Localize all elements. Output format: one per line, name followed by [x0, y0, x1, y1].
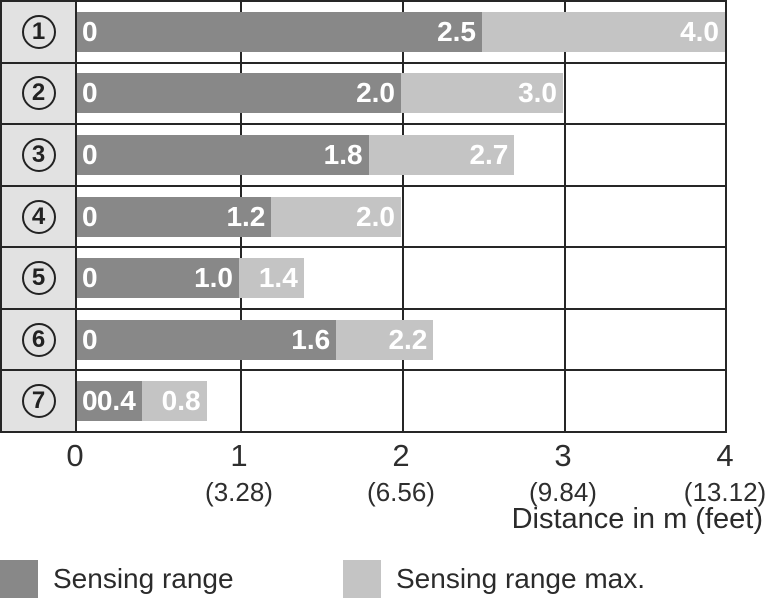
- bar-zero-label: 0: [82, 77, 98, 109]
- row-plot: 0 1.2 2.0: [77, 187, 725, 247]
- sensing-range-bar: 0 1.0: [77, 258, 239, 299]
- sensing-value-label: 2.5: [437, 15, 476, 47]
- row-label: 4: [2, 186, 77, 247]
- sensing-range-max-bar: 2.7: [368, 134, 515, 175]
- circled-number: 4: [21, 199, 56, 234]
- max-value-label: 2.0: [356, 200, 395, 232]
- legend-item-sensing-range: Sensing range: [0, 560, 234, 598]
- tick-feet: (3.28): [205, 476, 273, 507]
- circled-number: 2: [21, 76, 56, 111]
- bar: 0 1.8 2.7: [77, 134, 725, 175]
- sensing-value-label: 1.8: [323, 138, 363, 170]
- bar: 0 2.0 3.0: [77, 73, 725, 114]
- bar: 0 1.2 2.0: [77, 196, 725, 237]
- max-value-label: 2.7: [469, 138, 509, 170]
- row-plot: 0 2.5 4.0: [77, 2, 725, 62]
- sensing-range-bar: 0 2.5: [77, 11, 482, 52]
- circled-number: 3: [21, 137, 56, 172]
- circled-number: 6: [21, 322, 56, 357]
- chart-row: 1 0 2.5 4.0: [2, 2, 725, 64]
- sensing-range-max-bar: 3.0: [401, 73, 563, 114]
- max-value-label: 1.4: [258, 262, 298, 294]
- row-plot: 0 1.0 1.4: [77, 248, 725, 308]
- chart-row: 5 0 1.0 1.4: [2, 248, 725, 310]
- x-tick-4: 4 (13.12): [684, 438, 766, 508]
- row-label: 2: [2, 63, 77, 124]
- sensing-range-max-bar: 1.4: [239, 258, 304, 299]
- row-label: 6: [2, 309, 77, 370]
- bar-zero-label: 0: [82, 385, 98, 417]
- row-plot: 0 2.0 3.0: [77, 64, 725, 124]
- gridline-3m: [564, 2, 566, 431]
- max-value-label: 0.8: [161, 385, 201, 417]
- sensing-range-bar: 0 0.4: [77, 381, 142, 422]
- sensing-range-max-bar: 2.2: [336, 319, 434, 360]
- chart-row: 6 0 1.6 2.2: [2, 309, 725, 372]
- sensing-range-bar: 0 1.8: [77, 134, 369, 175]
- tick-meters: 2: [392, 438, 410, 473]
- bar: 0 0.4 0.8: [77, 381, 725, 422]
- sensing-value-label: 1.0: [194, 262, 233, 294]
- sensing-range-bar: 0 2.0: [77, 73, 401, 114]
- sensing-value-label: 2.0: [356, 77, 395, 109]
- chart-row: 2 0 2.0 3.0: [2, 63, 725, 126]
- circled-number: 7: [21, 384, 56, 419]
- chart-row: 4 0 1.2 2.0: [2, 186, 725, 249]
- sensing-range-max-bar: 4.0: [482, 11, 725, 52]
- sensing-range-bar: 0 1.6: [77, 319, 337, 360]
- tick-feet: (9.84): [529, 476, 597, 507]
- sensing-range-max-bar: 0.8: [141, 381, 207, 422]
- max-value-label: 2.2: [388, 323, 428, 355]
- tick-feet: (13.12): [683, 476, 767, 507]
- x-tick-0: 0: [66, 438, 83, 478]
- legend-swatch-sensing-range: [0, 560, 38, 598]
- bar: 0 2.5 4.0: [77, 11, 725, 52]
- sensing-value-label: 1.2: [226, 200, 266, 232]
- tick-meters: 3: [554, 438, 572, 473]
- bar-zero-label: 0: [82, 15, 98, 47]
- x-axis-title: Distance in m (feet): [511, 503, 763, 535]
- x-tick-3: 3 (9.84): [529, 438, 597, 508]
- row-plot: 0 1.6 2.2: [77, 310, 725, 370]
- sensing-value-label: 1.6: [291, 323, 331, 355]
- max-value-label: 4.0: [680, 15, 719, 47]
- row-label: 3: [2, 125, 77, 185]
- sensing-value-label: 0.4: [96, 385, 136, 417]
- bar: 0 1.0 1.4: [77, 258, 725, 299]
- bar-zero-label: 0: [82, 138, 98, 170]
- row-label: 5: [2, 248, 77, 308]
- x-tick-1: 1 (3.28): [205, 438, 273, 508]
- row-plot: 0 0.4 0.8: [77, 371, 725, 431]
- legend-label: Sensing range max.: [396, 563, 646, 594]
- chart-plot-area: 1 0 2.5 4.0 2: [0, 0, 727, 433]
- chart-row: 3 0 1.8 2.7: [2, 125, 725, 187]
- bar: 0 1.6 2.2: [77, 319, 725, 360]
- row-plot: 0 1.8 2.7: [77, 125, 725, 185]
- chart-row: 7 0 0.4 0.8: [2, 371, 725, 432]
- circled-number: 1: [21, 14, 56, 49]
- tick-meters: 1: [230, 438, 248, 473]
- bar-zero-label: 0: [82, 262, 98, 294]
- circled-number: 5: [21, 261, 56, 296]
- row-label: 1: [2, 2, 77, 62]
- legend-label: Sensing range: [53, 563, 234, 594]
- bar-zero-label: 0: [82, 323, 98, 355]
- bar-zero-label: 0: [82, 200, 98, 232]
- legend-item-sensing-range-max: Sensing range max.: [343, 560, 645, 598]
- max-value-label: 3.0: [518, 77, 557, 109]
- legend-swatch-sensing-range-max: [343, 560, 381, 598]
- tick-meters: 4: [716, 438, 734, 473]
- sensing-range-bar: 0 1.2: [77, 196, 272, 237]
- x-tick-2: 2 (6.56): [367, 438, 435, 508]
- tick-meters: 0: [66, 438, 84, 473]
- row-label: 7: [2, 371, 77, 432]
- tick-feet: (6.56): [367, 476, 435, 507]
- sensing-range-max-bar: 2.0: [271, 196, 401, 237]
- gridline-2m: [402, 2, 404, 431]
